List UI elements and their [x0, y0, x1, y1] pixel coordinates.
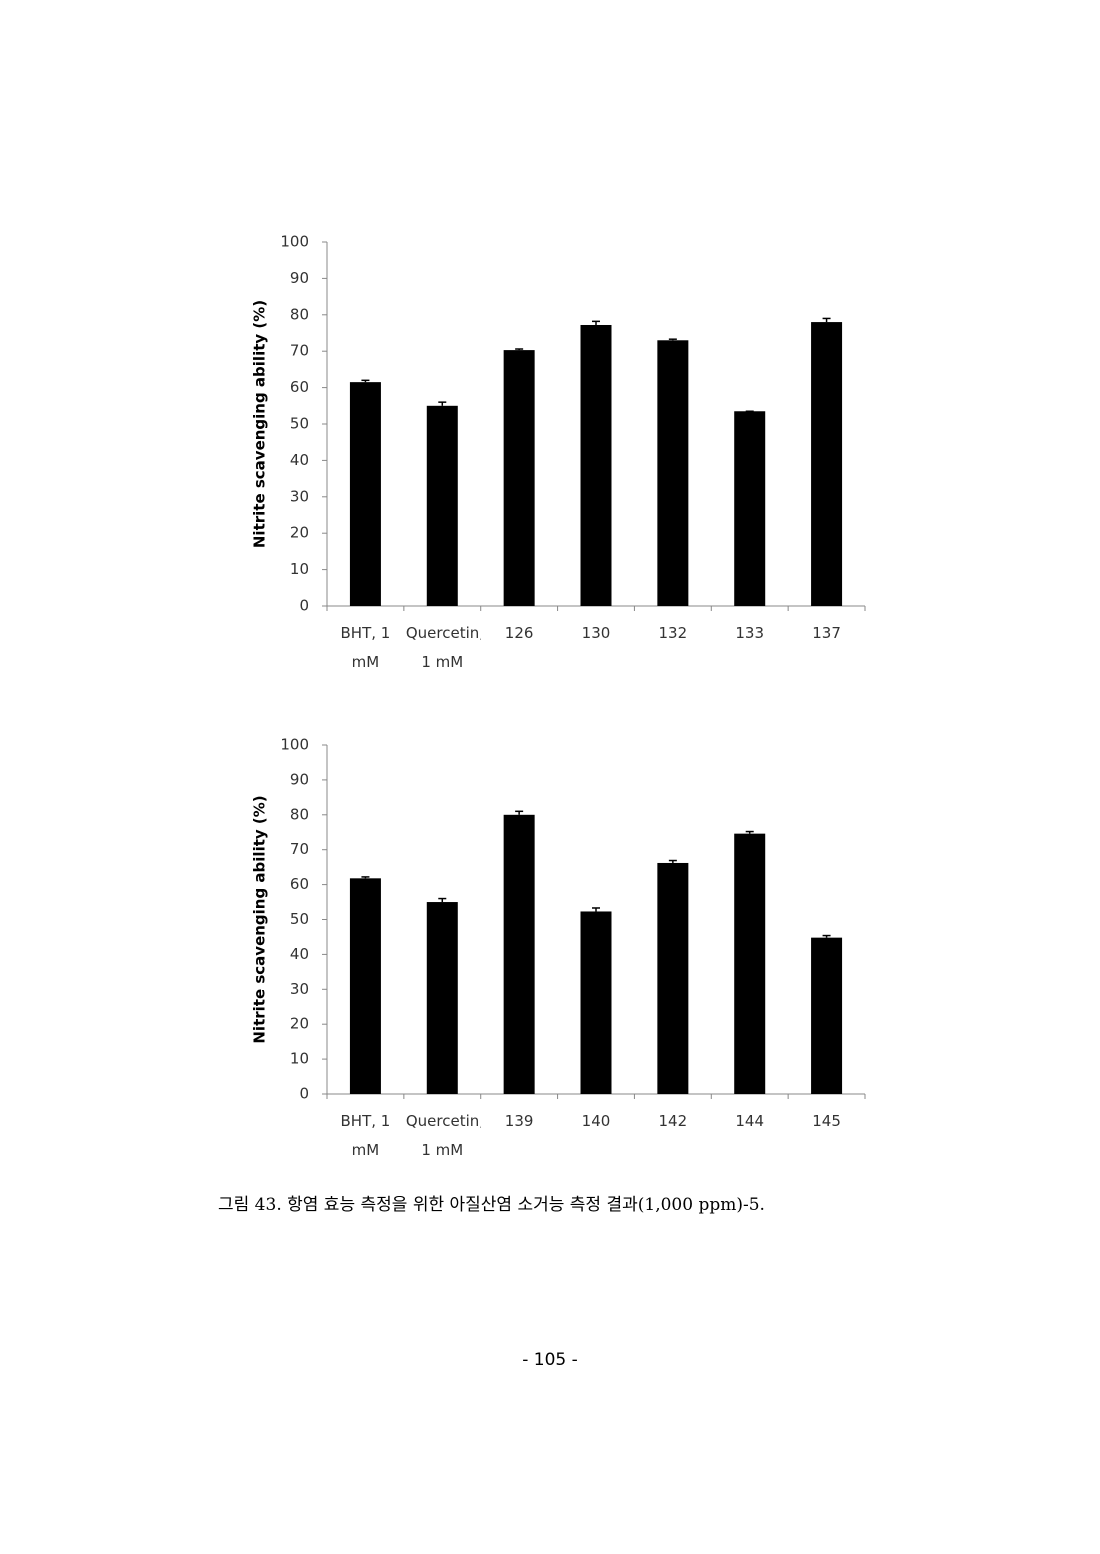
x-tick-label-box: Quercetin, 1 mM	[405, 1112, 481, 1159]
y-tick-label: 50	[290, 415, 309, 433]
y-axis-label: Nitrite scavenging ability (%)	[251, 300, 269, 548]
page-number: - 105 -	[522, 1350, 578, 1370]
bar	[811, 937, 843, 1094]
x-tick-label: 144	[735, 1112, 765, 1130]
x-tick-label: 142	[658, 1112, 688, 1130]
x-tick-label: 139	[504, 1112, 534, 1130]
x-tick-label-box: 126	[504, 624, 534, 642]
x-tick-label: 126	[504, 624, 534, 642]
x-tick-label-box: 130	[581, 624, 611, 642]
y-tick-label: 60	[290, 875, 309, 893]
x-tick-label-box: 133	[735, 624, 765, 642]
y-tick-label: 90	[290, 770, 309, 788]
x-tick-label-box: Quercetin, 1 mM	[405, 624, 481, 671]
bar	[657, 862, 689, 1094]
x-tick-label-box: 142	[658, 1112, 688, 1130]
y-tick-label: 20	[290, 524, 309, 542]
bar	[580, 911, 612, 1094]
x-tick-label-box: 144	[735, 1112, 765, 1130]
y-tick-label: 80	[290, 305, 309, 323]
x-tick-label: 137	[812, 624, 841, 642]
y-tick-label: 20	[290, 1015, 309, 1033]
y-tick-label: 100	[280, 736, 309, 754]
y-tick-label: 70	[290, 342, 309, 360]
charts: Nitrite scavenging ability (%) 0 10 20 30 40 5…	[251, 233, 866, 1159]
bar	[657, 340, 689, 606]
x-tick-label: BHT, 1 mM	[340, 1112, 391, 1159]
bar	[503, 814, 535, 1094]
bar	[734, 411, 766, 606]
y-tick-label: 40	[290, 945, 309, 963]
y-tick-label: 0	[299, 597, 309, 615]
y-tick-label: 0	[299, 1085, 309, 1103]
x-tick-label-box: 145	[812, 1112, 841, 1130]
y-tick-label: 80	[290, 805, 309, 823]
bar	[426, 902, 458, 1094]
y-tick-label: 100	[280, 233, 309, 251]
x-tick-label-box: 140	[581, 1112, 611, 1130]
bar	[426, 405, 458, 606]
y-axis-label: Nitrite scavenging ability (%)	[251, 795, 269, 1043]
figure-caption: 그림 43. 항염 효능 측정을 위한 아질산염 소거능 측정 결과(1,000…	[218, 1195, 765, 1215]
y-tick-label: 10	[290, 560, 309, 578]
x-tick-label: Quercetin, 1 mM	[405, 624, 481, 671]
y-tick-label: 30	[290, 487, 309, 505]
x-tick-label: 133	[735, 624, 765, 642]
y-tick-label: 10	[290, 1050, 309, 1068]
bar	[349, 382, 381, 606]
bar	[811, 322, 843, 606]
bar	[503, 350, 535, 606]
y-tick-label: 90	[290, 269, 309, 287]
x-tick-label: Quercetin, 1 mM	[405, 1112, 481, 1159]
x-tick-label: 130	[581, 624, 611, 642]
x-tick-label: BHT, 1 mM	[340, 624, 391, 671]
bar	[580, 324, 612, 606]
y-tick-label: 60	[290, 378, 309, 396]
y-tick-label: 70	[290, 840, 309, 858]
bar	[349, 878, 381, 1094]
x-tick-label-box: 139	[504, 1112, 534, 1130]
x-tick-label-box: BHT, 1 mM	[340, 624, 391, 671]
y-tick-label: 40	[290, 451, 309, 469]
x-tick-label-box: 137	[812, 624, 841, 642]
x-tick-label: 145	[812, 1112, 841, 1130]
y-tick-label: 50	[290, 910, 309, 928]
y-tick-label: 30	[290, 980, 309, 998]
x-tick-label-box: 132	[658, 624, 688, 642]
x-tick-label: 140	[581, 1112, 611, 1130]
x-tick-label: 132	[658, 624, 688, 642]
x-tick-label-box: BHT, 1 mM	[340, 1112, 391, 1159]
bar	[734, 833, 766, 1094]
